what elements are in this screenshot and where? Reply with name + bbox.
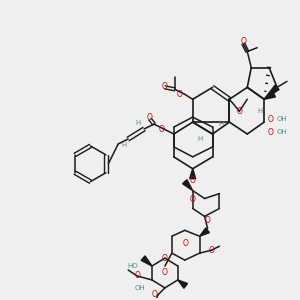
Polygon shape bbox=[200, 228, 209, 236]
Text: O: O bbox=[267, 115, 273, 124]
Text: O: O bbox=[162, 254, 168, 262]
Text: O: O bbox=[240, 37, 246, 46]
Text: H: H bbox=[219, 121, 224, 127]
Text: H: H bbox=[197, 136, 202, 142]
Text: O: O bbox=[205, 216, 211, 225]
Text: O: O bbox=[134, 272, 140, 280]
Text: O: O bbox=[159, 124, 165, 134]
Text: OH: OH bbox=[135, 285, 146, 291]
Text: O: O bbox=[162, 268, 168, 278]
Text: O: O bbox=[162, 82, 168, 91]
Text: O: O bbox=[236, 107, 242, 116]
Text: O: O bbox=[267, 128, 273, 136]
Polygon shape bbox=[264, 85, 279, 99]
Text: O: O bbox=[147, 112, 153, 122]
Text: H: H bbox=[122, 142, 127, 148]
Text: H: H bbox=[136, 120, 141, 126]
Polygon shape bbox=[264, 92, 275, 99]
Text: O: O bbox=[177, 90, 183, 99]
Text: O: O bbox=[152, 290, 158, 299]
Polygon shape bbox=[178, 280, 188, 288]
Text: OH: OH bbox=[277, 129, 288, 135]
Text: O: O bbox=[190, 176, 196, 185]
Text: O: O bbox=[208, 246, 214, 255]
Text: HO: HO bbox=[128, 263, 138, 269]
Polygon shape bbox=[190, 169, 196, 179]
Text: OH: OH bbox=[277, 116, 288, 122]
Text: O: O bbox=[183, 239, 189, 248]
Text: H: H bbox=[257, 108, 262, 114]
Text: O: O bbox=[190, 195, 196, 204]
Polygon shape bbox=[141, 256, 152, 266]
Polygon shape bbox=[182, 180, 193, 190]
